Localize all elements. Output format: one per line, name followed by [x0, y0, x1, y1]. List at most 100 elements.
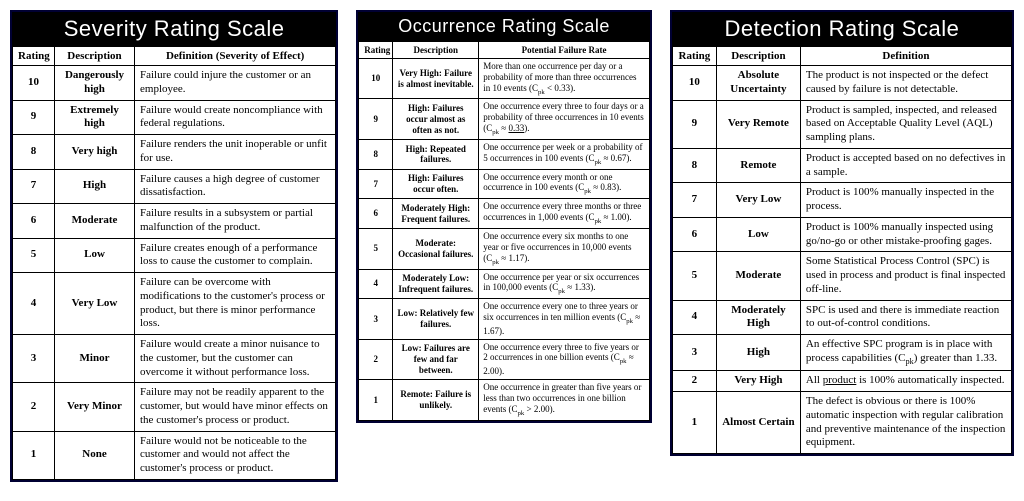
- cell-definition: Failure renders the unit inoperable or u…: [135, 135, 336, 170]
- detection-table-box: Detection Rating Scale Rating Descriptio…: [670, 10, 1014, 456]
- table-row: 2Low: Failures are few and far between.O…: [359, 339, 650, 379]
- cell-description: Low: [716, 217, 800, 252]
- cell-description: High: Failures occur almost as often as …: [393, 99, 479, 139]
- cell-rating: 2: [672, 371, 716, 392]
- cell-rating: 7: [672, 183, 716, 218]
- occurrence-body: 10Very High: Failure is almost inevitabl…: [359, 59, 650, 421]
- table-row: 8High: Repeated failures.One occurrence …: [359, 139, 650, 169]
- cell-description: Very high: [55, 135, 135, 170]
- cell-rating: 3: [672, 335, 716, 371]
- severity-table-box: Severity Rating Scale Rating Description…: [10, 10, 338, 482]
- table-row: 4Moderately Low: Infrequent failures.One…: [359, 269, 650, 299]
- cell-definition: Failure causes a high degree of customer…: [135, 169, 336, 204]
- cell-rating: 4: [672, 300, 716, 335]
- cell-definition: SPC is used and there is immediate react…: [800, 300, 1011, 335]
- table-row: 7HighFailure causes a high degree of cus…: [13, 169, 336, 204]
- cell-rating: 7: [13, 169, 55, 204]
- table-row: 8RemoteProduct is accepted based on no d…: [672, 148, 1011, 183]
- cell-description: Moderate: Occasional failures.: [393, 229, 479, 269]
- table-row: 8Very highFailure renders the unit inope…: [13, 135, 336, 170]
- cell-definition: Failure can be overcome with modificatio…: [135, 273, 336, 335]
- cell-rating: 4: [359, 269, 393, 299]
- cell-description: High: [716, 335, 800, 371]
- cell-definition: An effective SPC program is in place wit…: [800, 335, 1011, 371]
- cell-description: Moderate: [55, 204, 135, 239]
- cell-description: Very High: [716, 371, 800, 392]
- cell-rating: 8: [13, 135, 55, 170]
- cell-definition: One occurrence every one to three years …: [479, 299, 650, 339]
- col-description: Description: [716, 47, 800, 66]
- cell-definition: One occurrence per year or six occurrenc…: [479, 269, 650, 299]
- table-row: 1NoneFailure would not be noticeable to …: [13, 431, 336, 479]
- cell-definition: Product is accepted based on no defectiv…: [800, 148, 1011, 183]
- cell-rating: 10: [672, 66, 716, 101]
- severity-table: Rating Description Definition (Severity …: [12, 46, 336, 480]
- cell-description: Moderate: [716, 252, 800, 300]
- cell-definition: One occurrence every three to five years…: [479, 339, 650, 379]
- severity-title: Severity Rating Scale: [12, 12, 336, 46]
- table-header-row: Rating Description Potential Failure Rat…: [359, 42, 650, 59]
- table-row: 2Very HighAll product is 100% automatica…: [672, 371, 1011, 392]
- cell-definition: One occurrence per week or a probability…: [479, 139, 650, 169]
- occurrence-table: Rating Description Potential Failure Rat…: [358, 41, 650, 421]
- cell-rating: 1: [672, 392, 716, 454]
- cell-definition: The product is not inspected or the defe…: [800, 66, 1011, 101]
- cell-rating: 10: [13, 66, 55, 101]
- cell-rating: 3: [359, 299, 393, 339]
- cell-description: High: [55, 169, 135, 204]
- cell-definition: Some Statistical Process Control (SPC) i…: [800, 252, 1011, 300]
- cell-definition: The defect is obvious or there is 100% a…: [800, 392, 1011, 454]
- table-row: 6Moderately High: Frequent failures.One …: [359, 199, 650, 229]
- cell-description: Moderately Low: Infrequent failures.: [393, 269, 479, 299]
- cell-definition: Product is 100% manually inspected using…: [800, 217, 1011, 252]
- cell-definition: Failure results in a subsystem or partia…: [135, 204, 336, 239]
- cell-rating: 1: [359, 380, 393, 420]
- cell-description: Very Low: [716, 183, 800, 218]
- table-row: 1Remote: Failure is unlikely.One occurre…: [359, 380, 650, 420]
- cell-definition: One occurrence every month or one occurr…: [479, 169, 650, 199]
- col-rating: Rating: [359, 42, 393, 59]
- col-definition: Definition: [800, 47, 1011, 66]
- cell-rating: 8: [359, 139, 393, 169]
- table-row: 9High: Failures occur almost as often as…: [359, 99, 650, 139]
- cell-description: High: Repeated failures.: [393, 139, 479, 169]
- cell-definition: One occurrence every three months or thr…: [479, 199, 650, 229]
- cell-definition: One occurrence in greater than five year…: [479, 380, 650, 420]
- table-row: 1Almost CertainThe defect is obvious or …: [672, 392, 1011, 454]
- cell-rating: 4: [13, 273, 55, 335]
- col-failure-rate: Potential Failure Rate: [479, 42, 650, 59]
- cell-description: Very Low: [55, 273, 135, 335]
- cell-description: Almost Certain: [716, 392, 800, 454]
- table-row: 4Very LowFailure can be overcome with mo…: [13, 273, 336, 335]
- cell-definition: Failure creates enough of a performance …: [135, 238, 336, 273]
- cell-rating: 9: [359, 99, 393, 139]
- table-row: 6LowProduct is 100% manually inspected u…: [672, 217, 1011, 252]
- table-row: 5LowFailure creates enough of a performa…: [13, 238, 336, 273]
- cell-description: Low: Failures are few and far between.: [393, 339, 479, 379]
- cell-definition: All product is 100% automatically inspec…: [800, 371, 1011, 392]
- cell-rating: 6: [13, 204, 55, 239]
- cell-rating: 1: [13, 431, 55, 479]
- cell-rating: 9: [672, 100, 716, 148]
- cell-rating: 7: [359, 169, 393, 199]
- cell-description: Very High: Failure is almost inevitable.: [393, 59, 479, 99]
- cell-definition: Failure would not be noticeable to the c…: [135, 431, 336, 479]
- col-description: Description: [393, 42, 479, 59]
- cell-definition: One occurrence every three to four days …: [479, 99, 650, 139]
- cell-description: Extremely high: [55, 100, 135, 135]
- cell-description: Remote: [716, 148, 800, 183]
- cell-rating: 2: [13, 383, 55, 431]
- cell-description: Minor: [55, 335, 135, 383]
- col-description: Description: [55, 47, 135, 66]
- table-row: 10Very High: Failure is almost inevitabl…: [359, 59, 650, 99]
- cell-rating: 2: [359, 339, 393, 379]
- detection-table: Rating Description Definition 10Absolute…: [672, 46, 1012, 454]
- col-rating: Rating: [13, 47, 55, 66]
- table-row: 2Very MinorFailure may not be readily ap…: [13, 383, 336, 431]
- cell-rating: 6: [359, 199, 393, 229]
- cell-description: Moderately High: [716, 300, 800, 335]
- cell-rating: 6: [672, 217, 716, 252]
- table-row: 6ModerateFailure results in a subsystem …: [13, 204, 336, 239]
- occurrence-table-box: Occurrence Rating Scale Rating Descripti…: [356, 10, 652, 423]
- table-row: 4Moderately HighSPC is used and there is…: [672, 300, 1011, 335]
